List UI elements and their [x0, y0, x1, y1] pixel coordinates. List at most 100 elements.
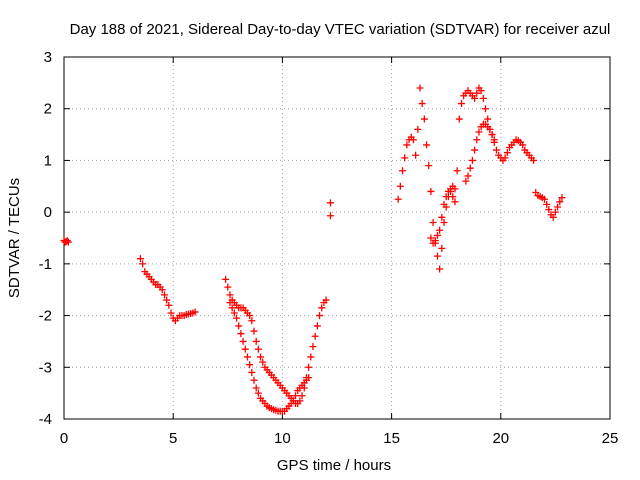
- y-tick-label: 0: [44, 204, 52, 221]
- data-point: [503, 149, 511, 157]
- data-point: [556, 198, 564, 206]
- data-points: [60, 84, 566, 415]
- x-tick-label: 15: [383, 430, 400, 447]
- data-point: [239, 337, 247, 345]
- data-point: [425, 162, 433, 170]
- data-point: [484, 115, 492, 123]
- data-point: [477, 87, 485, 95]
- data-point: [486, 125, 494, 133]
- data-point: [412, 151, 420, 159]
- data-point: [191, 308, 199, 316]
- data-point: [64, 238, 72, 246]
- data-point: [490, 136, 498, 144]
- data-point: [401, 154, 409, 162]
- y-tick-label: 1: [44, 152, 52, 169]
- data-point: [250, 376, 258, 384]
- data-point: [394, 195, 402, 203]
- data-point: [471, 94, 479, 102]
- data-point: [540, 195, 548, 203]
- data-point: [451, 198, 459, 206]
- data-point: [165, 301, 173, 309]
- data-point: [473, 89, 481, 97]
- data-point: [468, 156, 476, 164]
- data-point: [241, 345, 249, 353]
- data-point: [224, 283, 232, 291]
- data-point: [163, 296, 171, 304]
- data-point: [429, 218, 437, 226]
- data-point: [438, 213, 446, 221]
- data-point: [326, 212, 334, 220]
- data-point: [307, 353, 315, 361]
- data-point: [554, 203, 562, 211]
- x-axis-label: GPS time / hours: [277, 457, 391, 474]
- data-point: [233, 314, 241, 322]
- data-point: [160, 291, 168, 299]
- data-point: [409, 136, 417, 144]
- data-point: [257, 353, 265, 361]
- data-point: [501, 154, 509, 162]
- data-point: [462, 177, 470, 185]
- data-point: [243, 353, 251, 361]
- data-point: [416, 84, 424, 92]
- data-point: [396, 182, 404, 190]
- data-point: [158, 286, 166, 294]
- data-point: [139, 260, 147, 268]
- x-tick-label: 25: [602, 430, 619, 447]
- data-point: [440, 200, 448, 208]
- data-point: [237, 330, 245, 338]
- data-point: [289, 397, 297, 405]
- data-point: [442, 193, 450, 201]
- data-point: [551, 208, 559, 216]
- data-point: [305, 374, 313, 382]
- data-point: [438, 244, 446, 252]
- data-point: [451, 185, 459, 193]
- data-point: [475, 128, 483, 136]
- data-point: [414, 125, 422, 133]
- data-point: [466, 164, 474, 172]
- axis-ticks: 0 5 10 15 20 25 -4 -3 -2 -1 0 1 2 3: [39, 49, 619, 447]
- data-point: [226, 291, 234, 299]
- data-point: [313, 322, 321, 330]
- data-point: [427, 234, 435, 242]
- data-point: [455, 115, 463, 123]
- data-point: [471, 146, 479, 154]
- data-point: [298, 392, 306, 400]
- data-point: [167, 309, 175, 317]
- data-point: [399, 167, 407, 175]
- data-point: [322, 296, 330, 304]
- data-point: [482, 105, 490, 113]
- data-point: [436, 226, 444, 234]
- data-point: [464, 172, 472, 180]
- data-point: [254, 345, 262, 353]
- grid-lines: [64, 57, 610, 419]
- x-tick-label: 5: [169, 430, 177, 447]
- y-tick-label: -2: [39, 308, 52, 325]
- data-point: [254, 389, 262, 397]
- y-tick-label: -4: [39, 411, 52, 428]
- data-point: [479, 94, 487, 102]
- data-point: [453, 167, 461, 175]
- data-point: [558, 194, 566, 202]
- y-tick-label: 2: [44, 101, 52, 118]
- data-point: [545, 206, 553, 214]
- data-point: [228, 304, 236, 312]
- data-point: [248, 368, 256, 376]
- data-point: [316, 312, 324, 320]
- data-point: [420, 115, 428, 123]
- data-point: [248, 317, 256, 325]
- data-point: [440, 218, 448, 226]
- data-point: [519, 141, 527, 149]
- y-tick-label: -3: [39, 359, 52, 376]
- data-point: [326, 199, 334, 207]
- data-point: [431, 237, 439, 245]
- y-tick-label: 3: [44, 49, 52, 66]
- data-point: [311, 332, 319, 340]
- data-point: [473, 136, 481, 144]
- data-point: [549, 213, 557, 221]
- data-point: [305, 363, 313, 371]
- data-point: [403, 141, 411, 149]
- chart-title: Day 188 of 2021, Sidereal Day-to-day VTE…: [70, 21, 611, 38]
- x-tick-label: 20: [492, 430, 509, 447]
- data-point: [230, 309, 238, 317]
- data-point: [226, 299, 234, 307]
